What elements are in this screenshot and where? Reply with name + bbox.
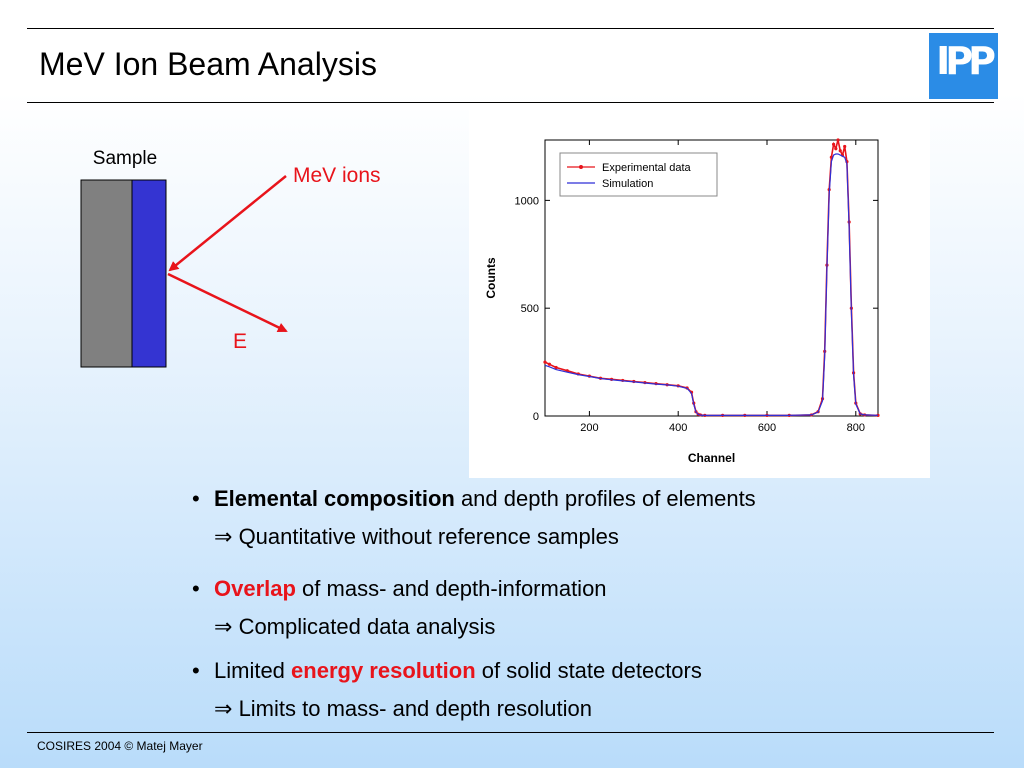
data-point-experimental (834, 147, 838, 151)
x-tick-label: 400 (669, 422, 687, 434)
sample-film-layer (131, 179, 167, 368)
bullet-implication: Limits to mass- and depth resolution (238, 696, 592, 721)
ipp-logo: IPP (929, 33, 998, 99)
legend-marker-experimental (579, 165, 583, 169)
bullet-item: • Overlap of mass- and depth-information… (192, 574, 952, 642)
y-axis-label: Counts (484, 257, 498, 299)
incident-ion-arrow (168, 175, 287, 272)
bullet-bold: energy resolution (291, 658, 476, 683)
bullet-text: of mass- and depth-information (295, 576, 607, 601)
legend-label-experimental: Experimental data (602, 162, 692, 174)
footer-rule (27, 732, 994, 733)
ions-label: MeV ions (293, 164, 381, 187)
x-axis-label: Channel (688, 451, 735, 465)
data-point-experimental (836, 138, 840, 142)
scattered-ion-arrow (167, 272, 288, 333)
bullet-text: of solid state detectors (475, 658, 702, 683)
header-bottom-rule (27, 102, 994, 103)
bullet-implication: Complicated data analysis (238, 614, 496, 639)
bullet-bold: Elemental composition (214, 486, 455, 511)
bullet-pre-text: Limited (214, 658, 292, 683)
footer-text: COSIRES 2004 © Matej Mayer (37, 739, 203, 753)
energy-label: E (233, 330, 247, 353)
beam-diagram: Sample MeV ions E (80, 148, 381, 368)
rbs-spectrum-chart: 200 400 600 800 0 500 1000 Channel Counts Experim… (469, 110, 930, 478)
x-tick-label: 200 (580, 422, 598, 434)
x-tick-label: 600 (758, 422, 776, 434)
header-top-rule (27, 28, 994, 29)
legend-label-simulation: Simulation (602, 178, 653, 190)
bullet-text: and depth profiles of elements (454, 486, 756, 511)
data-point-experimental (843, 144, 847, 149)
data-point-experimental (832, 142, 836, 146)
x-tick-label: 800 (847, 422, 865, 434)
data-point-experimental (554, 365, 558, 370)
data-point-experimental (547, 362, 552, 366)
logo-text: IPP (936, 39, 996, 83)
page-title: MeV Ion Beam Analysis (39, 46, 377, 82)
y-tick-label: 1000 (515, 195, 539, 207)
bullet-bold: Overlap (214, 576, 296, 601)
y-tick-label: 500 (521, 303, 539, 315)
chart-svg: 200 400 600 800 0 500 1000 Channel Counts Experim… (484, 138, 880, 465)
data-point-experimental (543, 360, 547, 364)
sample-substrate (80, 179, 133, 368)
bullet-dot: • (192, 658, 200, 683)
series-simulation-line (544, 153, 879, 416)
implies-symbol: ⇒ (214, 696, 233, 721)
bullet-dot: • (192, 576, 200, 601)
sample-label: Sample (93, 148, 157, 169)
y-tick-label: 0 (533, 411, 539, 423)
implies-symbol: ⇒ (214, 614, 233, 639)
legend-box (559, 152, 718, 197)
bullet-implication: Quantitative without reference samples (238, 524, 619, 549)
implies-symbol: ⇒ (214, 524, 233, 549)
bullet-item: • Elemental composition and depth profil… (192, 484, 952, 552)
data-point-experimental (838, 149, 842, 153)
bullet-dot: • (192, 486, 200, 511)
bullet-item: • Limited energy resolution of solid sta… (192, 656, 952, 724)
